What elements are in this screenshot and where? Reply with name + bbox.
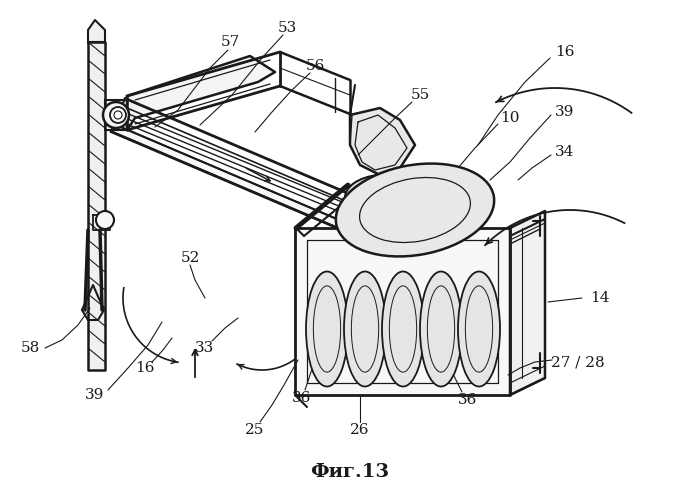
Ellipse shape: [306, 272, 348, 386]
Polygon shape: [350, 108, 415, 175]
Text: 33: 33: [196, 341, 215, 355]
Text: 27 / 28: 27 / 28: [552, 355, 605, 369]
Text: 39: 39: [85, 388, 105, 402]
Polygon shape: [111, 124, 396, 251]
Ellipse shape: [344, 272, 386, 386]
Text: 34: 34: [555, 145, 575, 159]
Ellipse shape: [420, 272, 462, 386]
Ellipse shape: [336, 164, 494, 256]
Text: 36: 36: [292, 391, 312, 405]
Text: 56: 56: [305, 59, 325, 73]
Text: 25: 25: [245, 423, 265, 437]
Text: 14: 14: [590, 291, 610, 305]
Circle shape: [110, 107, 126, 123]
Circle shape: [114, 111, 122, 119]
Ellipse shape: [382, 272, 424, 386]
Text: 39: 39: [555, 105, 575, 119]
Text: 57: 57: [220, 35, 240, 49]
Ellipse shape: [345, 175, 415, 215]
Polygon shape: [510, 211, 545, 395]
Ellipse shape: [458, 272, 500, 386]
Polygon shape: [127, 56, 275, 130]
Circle shape: [103, 102, 129, 128]
Circle shape: [96, 211, 114, 229]
Text: 36: 36: [459, 393, 477, 407]
Text: 16: 16: [135, 361, 154, 375]
Text: 55: 55: [410, 88, 430, 102]
Text: 26: 26: [350, 423, 370, 437]
Text: 10: 10: [500, 111, 520, 125]
Polygon shape: [88, 42, 105, 370]
Text: 53: 53: [278, 21, 296, 35]
Text: Фиг.13: Фиг.13: [310, 463, 389, 481]
Polygon shape: [295, 228, 510, 395]
Circle shape: [379, 221, 391, 233]
Text: 58: 58: [20, 341, 40, 355]
Text: 16: 16: [555, 45, 575, 59]
Polygon shape: [93, 215, 110, 230]
Polygon shape: [88, 20, 105, 42]
Polygon shape: [105, 100, 127, 130]
Polygon shape: [82, 285, 104, 320]
Text: 52: 52: [180, 251, 200, 265]
